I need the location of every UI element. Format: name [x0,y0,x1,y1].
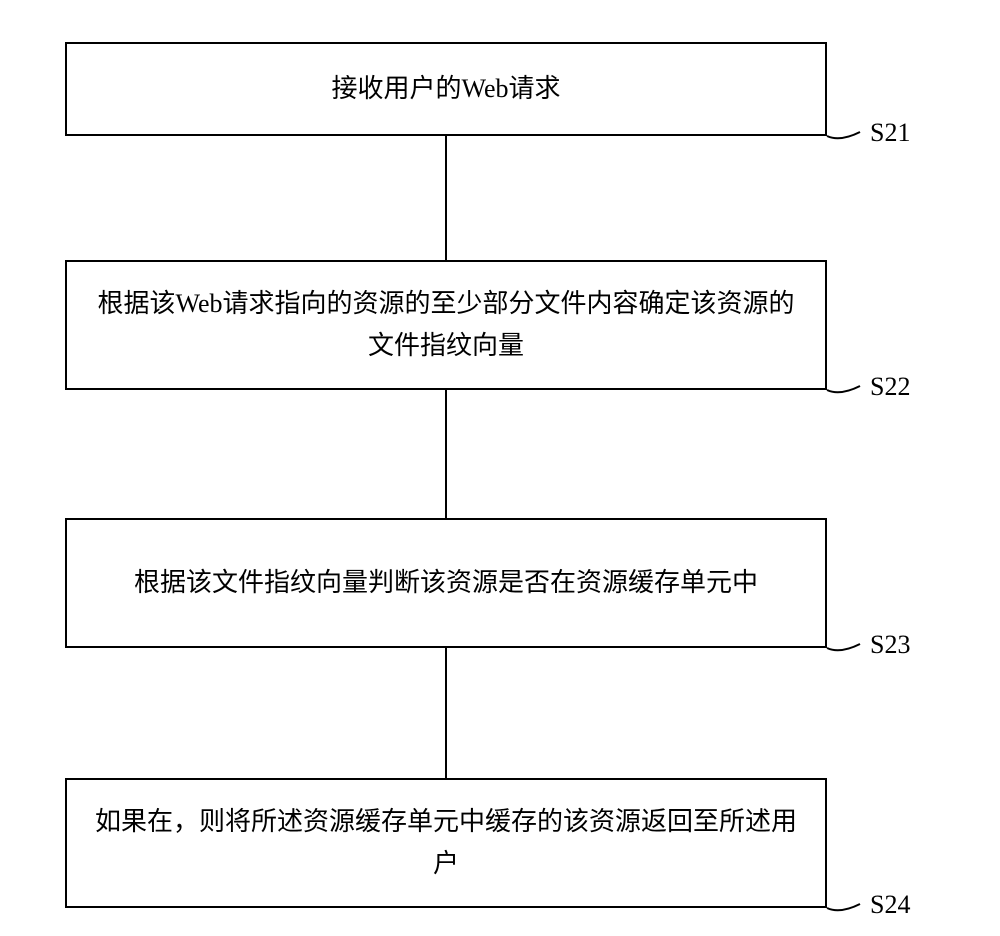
step-label-s21: S21 [870,118,910,148]
flow-step-s21: 接收用户的Web请求 [65,42,827,136]
flow-step-s24: 如果在，则将所述资源缓存单元中缓存的该资源返回至所述用户 [65,778,827,908]
flow-step-text: 接收用户的Web请求 [332,68,561,110]
step-label-s22: S22 [870,372,910,402]
flow-step-text: 如果在，则将所述资源缓存单元中缓存的该资源返回至所述用户 [91,801,801,884]
connector-s21-s22 [445,136,447,260]
label-curve-s24 [820,882,870,922]
connector-s23-s24 [445,648,447,778]
flow-step-s23: 根据该文件指纹向量判断该资源是否在资源缓存单元中 [65,518,827,648]
step-label-s23: S23 [870,630,910,660]
label-curve-s21 [820,110,870,150]
flow-step-text: 根据该Web请求指向的资源的至少部分文件内容确定该资源的文件指纹向量 [91,283,801,366]
flow-step-text: 根据该文件指纹向量判断该资源是否在资源缓存单元中 [134,562,758,604]
flow-step-s22: 根据该Web请求指向的资源的至少部分文件内容确定该资源的文件指纹向量 [65,260,827,390]
label-curve-s22 [820,364,870,404]
label-curve-s23 [820,622,870,662]
flowchart-container: 接收用户的Web请求 S21 根据该Web请求指向的资源的至少部分文件内容确定该… [0,0,1000,936]
connector-s22-s23 [445,390,447,518]
step-label-s24: S24 [870,890,910,920]
